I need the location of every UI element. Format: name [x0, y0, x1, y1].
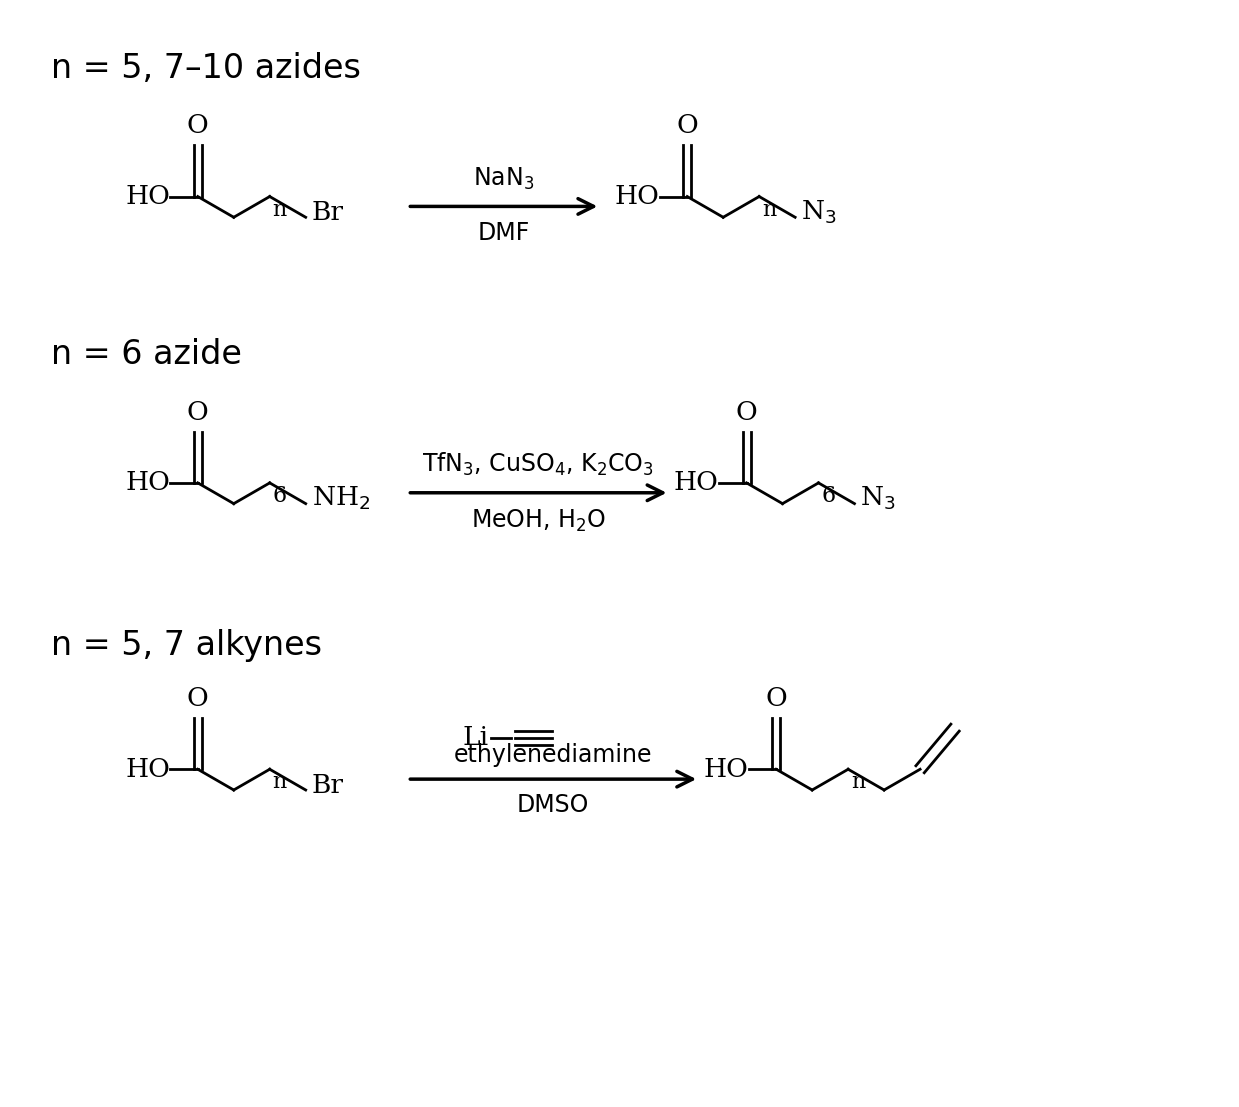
- Text: O: O: [187, 686, 208, 711]
- Text: 6: 6: [821, 485, 835, 507]
- Text: 6: 6: [273, 485, 286, 507]
- Text: n: n: [273, 198, 287, 220]
- Text: HO: HO: [125, 470, 170, 496]
- Text: n = 5, 7 alkynes: n = 5, 7 alkynes: [52, 629, 322, 662]
- Text: Li: Li: [463, 725, 489, 751]
- Text: HO: HO: [674, 470, 719, 496]
- Text: n: n: [273, 772, 287, 794]
- Text: HO: HO: [704, 757, 748, 782]
- Text: Br: Br: [312, 200, 343, 225]
- Text: N$_3$: N$_3$: [802, 198, 836, 226]
- Text: HO: HO: [615, 184, 659, 209]
- Text: n = 5, 7–10 azides: n = 5, 7–10 azides: [52, 52, 362, 84]
- Text: ethylenediamine: ethylenediamine: [453, 743, 653, 767]
- Text: n: n: [762, 198, 777, 220]
- Text: HO: HO: [125, 184, 170, 209]
- Text: DMF: DMF: [478, 221, 530, 246]
- Text: n: n: [851, 772, 865, 794]
- Text: n = 6 azide: n = 6 azide: [52, 338, 243, 371]
- Text: O: O: [187, 113, 208, 138]
- Text: MeOH, H$_2$O: MeOH, H$_2$O: [471, 508, 606, 534]
- Text: NaN$_3$: NaN$_3$: [473, 165, 534, 192]
- Text: NH$_2$: NH$_2$: [312, 485, 370, 513]
- Text: DMSO: DMSO: [517, 793, 590, 817]
- Text: TfN$_3$, CuSO$_4$, K$_2$CO$_3$: TfN$_3$, CuSO$_4$, K$_2$CO$_3$: [422, 451, 654, 478]
- Text: O: O: [736, 400, 757, 425]
- Text: O: O: [766, 686, 787, 711]
- Text: N$_3$: N$_3$: [860, 485, 896, 513]
- Text: O: O: [676, 113, 698, 138]
- Text: HO: HO: [125, 757, 170, 782]
- Text: Br: Br: [312, 773, 343, 797]
- Text: O: O: [187, 400, 208, 425]
